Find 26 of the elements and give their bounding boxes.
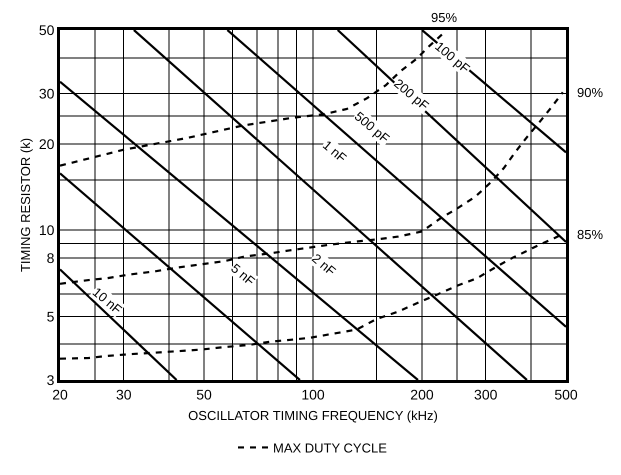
annotation: 200 pF: [391, 76, 432, 114]
x-tick-label: 200: [410, 386, 434, 403]
annotation: 10 nF: [90, 284, 125, 318]
y-tick-label: 5: [46, 308, 55, 324]
y-tick-label: 10: [38, 222, 55, 238]
x-tick-label: 50: [196, 386, 212, 403]
annotation: 500 pF: [352, 108, 392, 146]
x-tick-label: 500: [554, 386, 578, 403]
annotation: 85%: [577, 227, 604, 242]
y-tick-label: 8: [46, 250, 55, 266]
annotation: 90%: [577, 85, 604, 100]
y-tick-label: 3: [46, 372, 55, 388]
x-axis-title: OSCILLATOR TIMING FREQUENCY (kHz): [188, 408, 438, 424]
annotation: 5 nF: [228, 260, 258, 289]
x-tick-label: 30: [116, 386, 132, 403]
annotation: 100 pF: [432, 38, 473, 76]
y-tick-label: 30: [38, 85, 55, 102]
annotation: 1 nF: [320, 137, 350, 166]
annotation: 95%: [431, 10, 458, 25]
annotation: 2 nF: [309, 250, 339, 279]
y-tick-label: 50: [38, 22, 55, 38]
y-tick-label: 20: [38, 136, 55, 152]
y-axis-title: TIMING RESISTOR (k): [18, 138, 33, 272]
legend-label: MAX DUTY CYCLE: [273, 440, 388, 456]
x-tick-label: 100: [301, 386, 325, 403]
x-tick-label: 300: [474, 386, 498, 403]
